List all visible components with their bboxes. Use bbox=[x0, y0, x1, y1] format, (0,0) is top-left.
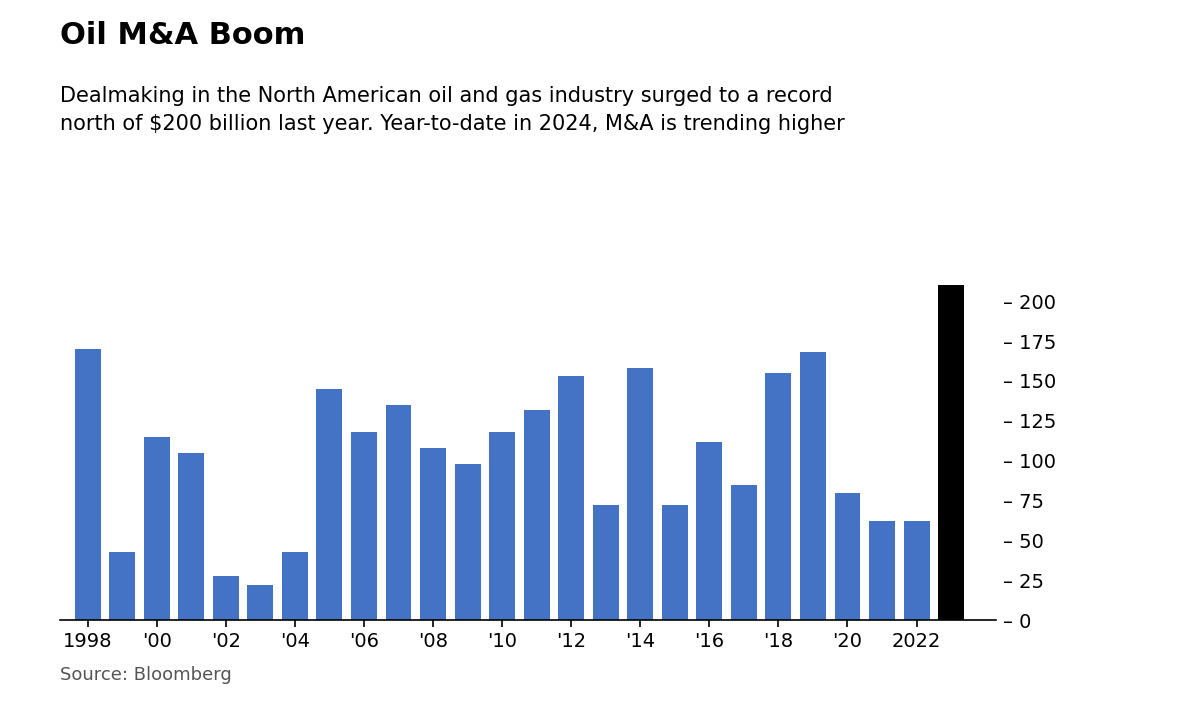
Bar bbox=[74, 349, 101, 620]
Bar bbox=[490, 432, 515, 620]
Bar bbox=[628, 368, 653, 620]
Bar bbox=[904, 521, 930, 620]
Bar bbox=[523, 410, 550, 620]
Bar bbox=[731, 485, 757, 620]
Bar bbox=[385, 405, 412, 620]
Bar bbox=[247, 585, 274, 620]
Bar bbox=[766, 373, 791, 620]
Bar bbox=[420, 448, 446, 620]
Text: Dealmaking in the North American oil and gas industry surged to a record
north o: Dealmaking in the North American oil and… bbox=[60, 86, 845, 133]
Bar bbox=[212, 575, 239, 620]
Bar bbox=[144, 437, 169, 620]
Bar bbox=[350, 432, 377, 620]
Bar bbox=[869, 521, 895, 620]
Bar bbox=[938, 261, 964, 620]
Bar bbox=[834, 493, 860, 620]
Bar bbox=[662, 506, 688, 620]
Bar bbox=[282, 552, 308, 620]
Bar bbox=[455, 464, 480, 620]
Bar bbox=[696, 441, 722, 620]
Bar bbox=[558, 376, 584, 620]
Bar bbox=[109, 552, 136, 620]
Bar bbox=[800, 352, 826, 620]
Text: Oil M&A Boom: Oil M&A Boom bbox=[60, 21, 305, 51]
Bar bbox=[179, 453, 204, 620]
Text: Source: Bloomberg: Source: Bloomberg bbox=[60, 667, 232, 684]
Bar bbox=[593, 506, 619, 620]
Bar bbox=[317, 389, 342, 620]
